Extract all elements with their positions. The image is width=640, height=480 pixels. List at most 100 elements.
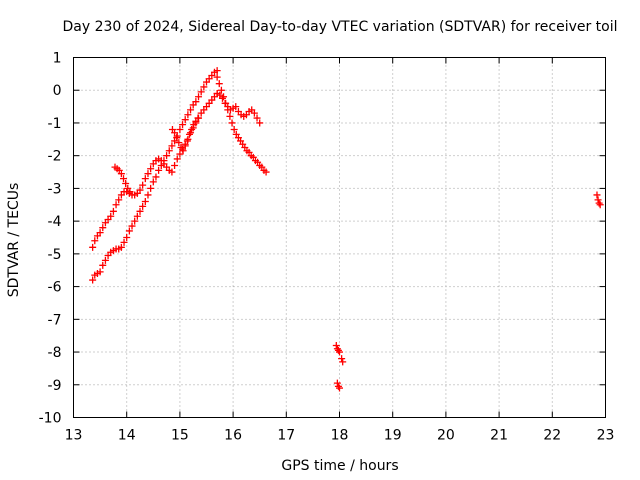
data-point — [123, 234, 131, 241]
series-track-D — [168, 114, 202, 155]
series-track-G — [332, 342, 347, 392]
series-track-C — [111, 163, 134, 196]
axis-ticks: 13 14 15 16 17 18 19 20 21 22 23-10-9-8-7-6-5-4-3-… — [39, 51, 615, 444]
data-point — [168, 168, 176, 176]
data-point — [117, 170, 125, 178]
data-point — [181, 116, 189, 124]
data-point — [192, 98, 200, 106]
data-point — [147, 165, 155, 173]
data-point — [213, 73, 221, 81]
data-point — [218, 94, 226, 102]
data-point — [144, 191, 152, 199]
data-point — [99, 261, 107, 269]
x-tick-label: 15 — [171, 428, 189, 444]
data-point — [187, 106, 195, 114]
y-tick-label: -7 — [48, 312, 62, 328]
x-tick-label: 17 — [277, 428, 295, 444]
data-point — [115, 196, 123, 204]
data-point — [213, 67, 221, 75]
x-tick-label: 13 — [65, 428, 83, 444]
data-point — [139, 202, 147, 210]
y-tick-label: -4 — [48, 214, 62, 230]
data-point — [232, 103, 240, 111]
y-tick-label: -3 — [48, 181, 62, 197]
data-point — [334, 382, 342, 390]
data-point — [141, 175, 149, 183]
data-point — [117, 243, 125, 251]
data-point — [230, 126, 238, 133]
data-point — [262, 168, 270, 176]
data-point — [253, 114, 261, 122]
data-point — [122, 180, 130, 187]
data-point — [594, 196, 602, 204]
data-point — [226, 112, 234, 120]
y-axis-label: SDTVAR / TECUs — [6, 183, 22, 298]
data-point — [131, 217, 139, 225]
data-point — [188, 126, 196, 133]
x-tick-label: 14 — [118, 428, 136, 444]
data-point — [125, 227, 133, 235]
series-track-F — [213, 90, 264, 127]
data-point — [228, 119, 236, 127]
data-point — [195, 93, 203, 101]
y-tick-label: 0 — [53, 83, 62, 99]
data-point — [171, 129, 179, 137]
x-axis-label: GPS time / hours — [281, 458, 398, 474]
data-point — [338, 355, 346, 363]
x-tick-label: 16 — [224, 428, 242, 444]
data-point — [171, 162, 179, 169]
y-tick-label: -8 — [48, 345, 62, 361]
data-point — [217, 86, 225, 94]
data-point — [136, 207, 144, 215]
y-tick-label: -9 — [48, 378, 62, 394]
grid — [73, 57, 606, 418]
data-point — [139, 181, 147, 189]
y-tick-label: -5 — [48, 247, 62, 263]
data-point — [89, 276, 97, 284]
data-point — [194, 114, 202, 122]
y-tick-label: 1 — [53, 51, 62, 67]
data-point — [96, 268, 104, 276]
x-tick-label: 22 — [543, 428, 561, 444]
data-points — [89, 67, 604, 392]
series-track-B — [89, 90, 221, 251]
chart-title: Day 230 of 2024, Sidereal Day-to-day VTE… — [62, 19, 617, 35]
data-point — [181, 142, 189, 150]
data-point — [128, 222, 136, 230]
data-point — [168, 142, 176, 150]
y-tick-label: -2 — [48, 149, 62, 165]
data-point — [109, 207, 117, 215]
data-point — [336, 348, 343, 356]
data-point — [173, 134, 181, 142]
data-point — [107, 212, 115, 220]
data-point — [149, 178, 157, 186]
data-point — [133, 212, 141, 220]
data-point — [91, 237, 99, 245]
data-point — [197, 88, 205, 96]
data-point — [126, 188, 134, 196]
data-point — [96, 229, 104, 237]
x-tick-label: 20 — [437, 428, 455, 444]
data-point — [152, 173, 160, 181]
data-point — [120, 175, 128, 183]
y-tick-label: -1 — [48, 116, 62, 132]
data-point — [147, 184, 155, 192]
data-point — [184, 111, 192, 119]
data-point — [179, 147, 187, 155]
data-point — [136, 186, 144, 194]
y-tick-label: -6 — [48, 280, 62, 296]
data-point — [332, 342, 340, 349]
data-point — [99, 224, 107, 232]
data-point — [173, 155, 181, 163]
data-point — [176, 150, 184, 158]
plot-frame — [73, 57, 606, 418]
series-track-H — [593, 191, 604, 209]
data-point — [185, 130, 193, 138]
data-point — [179, 121, 187, 129]
data-point — [336, 384, 343, 392]
data-point — [112, 201, 120, 209]
data-point — [120, 238, 128, 246]
data-point — [165, 147, 173, 155]
data-point — [250, 109, 258, 117]
